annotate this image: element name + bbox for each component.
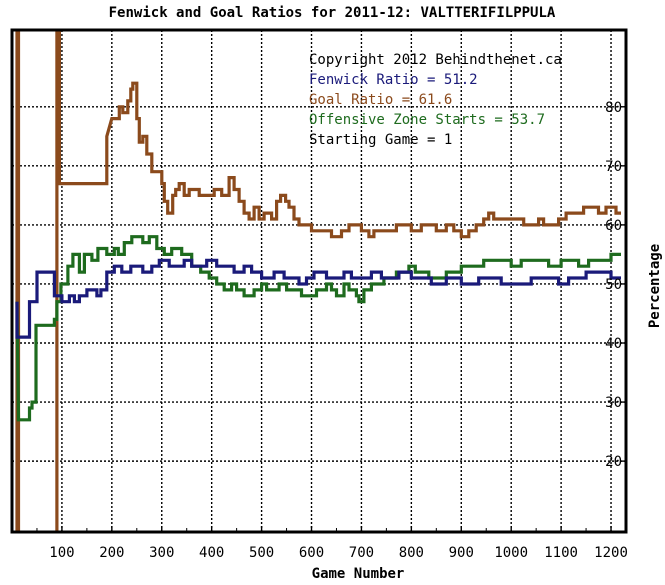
- x-tick-label: 500: [249, 545, 274, 561]
- chart-title: Fenwick and Goal Ratios for 2011-12: VAL…: [109, 5, 556, 21]
- series-line-fenwick: [15, 258, 621, 339]
- annotation-line: Starting Game = 1: [309, 132, 452, 148]
- x-axis-ticks: 100 200 300 400 500 600 700 800 900 1000 1100 1200: [36, 526, 628, 561]
- plot-series-group: [15, 30, 621, 532]
- x-tick-label: 300: [149, 545, 174, 561]
- x-tick-label: 400: [199, 545, 224, 561]
- y-tick-label: 70: [605, 159, 622, 175]
- y-axis-label: Percentage: [647, 244, 663, 328]
- x-tick-label: 800: [399, 545, 424, 561]
- annotation-line: Offensive Zone Starts = 53.7: [309, 112, 545, 128]
- x-axis-label: Game Number: [312, 566, 405, 580]
- annotation-line: Fenwick Ratio = 51.2: [309, 72, 478, 88]
- y-tick-label: 30: [605, 395, 622, 411]
- x-tick-label: 1000: [494, 545, 528, 561]
- y-tick-label: 60: [605, 218, 622, 234]
- series-layer: [15, 30, 621, 532]
- series-line-goal: [15, 30, 621, 532]
- y-tick-label: 80: [605, 100, 622, 116]
- plot-frame: [10, 28, 628, 534]
- x-tick-label: 100: [49, 545, 74, 561]
- x-tick-label: 900: [449, 545, 474, 561]
- annotation-line: Copyright 2012 Behindthenet.ca: [309, 52, 562, 68]
- x-tick-label: 600: [299, 545, 324, 561]
- y-tick-label: 50: [605, 277, 622, 293]
- chart-annotations: Copyright 2012 Behindthenet.ca Fenwick Ra…: [309, 52, 562, 148]
- y-axis-ticks: 20 30 40 50 60 70 80: [605, 100, 626, 470]
- x-tick-label: 200: [99, 545, 124, 561]
- y-tick-label: 20: [605, 454, 622, 470]
- x-tick-label: 1200: [594, 545, 628, 561]
- x-tick-label: 700: [349, 545, 374, 561]
- annotation-line: Goal Ratio = 61.6: [309, 92, 452, 108]
- y-tick-label: 40: [605, 336, 622, 352]
- x-tick-label: 1100: [544, 545, 578, 561]
